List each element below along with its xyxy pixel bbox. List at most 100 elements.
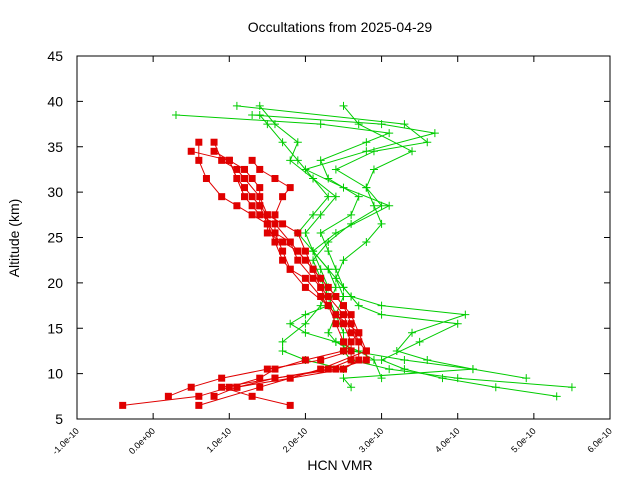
data-point	[324, 283, 332, 291]
data-point	[195, 156, 203, 164]
data-point	[263, 220, 271, 228]
data-point	[278, 346, 287, 355]
data-point	[309, 274, 317, 282]
data-point	[522, 374, 531, 383]
chart-title: Occultations from 2025-04-29	[248, 19, 433, 35]
data-point	[256, 202, 264, 210]
data-point	[400, 356, 409, 365]
data-point	[241, 175, 249, 183]
data-point	[340, 320, 347, 328]
data-point	[362, 347, 370, 355]
data-point	[377, 374, 386, 383]
data-point	[377, 356, 386, 365]
y-axis: 5 10 15 20 25 30 35 40 45	[47, 48, 610, 427]
data-point	[233, 202, 241, 210]
data-point	[332, 365, 340, 373]
data-point	[347, 329, 355, 337]
data-point	[377, 120, 386, 129]
data-point	[294, 256, 302, 264]
data-point	[362, 138, 371, 147]
data-point	[210, 392, 218, 400]
data-point	[187, 383, 195, 391]
data-point	[340, 347, 347, 355]
data-point	[202, 175, 210, 183]
series-line	[175, 114, 527, 379]
data-point	[324, 292, 332, 300]
data-point	[339, 101, 348, 110]
plot-frame	[76, 55, 611, 420]
data-point	[347, 338, 355, 346]
data-point	[309, 247, 318, 256]
data-point	[301, 228, 310, 237]
data-point	[316, 120, 325, 129]
y-tick-label: 30	[47, 184, 63, 200]
series-plus	[232, 101, 576, 392]
data-point	[187, 147, 195, 155]
data-point	[248, 392, 256, 400]
data-point	[286, 156, 295, 165]
data-point	[309, 174, 318, 183]
x-axis-label: HCN VMR	[307, 457, 372, 473]
data-point	[286, 319, 295, 328]
data-point	[270, 120, 279, 129]
data-point	[423, 138, 432, 147]
data-point	[232, 101, 241, 110]
data-point	[248, 175, 256, 183]
series-square	[195, 156, 370, 409]
data-point	[256, 374, 264, 382]
y-axis-label: Altitude (km)	[6, 199, 22, 278]
data-point	[241, 184, 249, 192]
data-point	[301, 356, 309, 364]
data-point	[279, 193, 287, 201]
data-point	[339, 374, 348, 383]
data-point	[278, 337, 287, 346]
data-point	[293, 138, 302, 147]
data-point	[279, 256, 287, 264]
data-point	[271, 211, 279, 219]
data-point	[408, 328, 417, 337]
plot-data	[119, 101, 576, 409]
data-point	[468, 365, 477, 374]
data-point	[362, 147, 371, 156]
data-point	[294, 247, 302, 255]
data-point	[317, 365, 325, 373]
data-point	[248, 156, 256, 164]
data-point	[332, 311, 340, 319]
data-point	[263, 229, 271, 237]
data-point	[119, 401, 127, 409]
data-point	[340, 338, 347, 346]
data-point	[225, 156, 233, 164]
data-point	[317, 283, 325, 291]
y-tick-label: 15	[47, 320, 63, 336]
data-point	[195, 138, 203, 146]
x-tick-label: 6.0e-10	[585, 426, 614, 455]
data-point	[385, 129, 394, 138]
data-point	[408, 147, 417, 156]
data-point	[362, 356, 370, 364]
data-point	[210, 138, 218, 146]
data-point	[293, 156, 302, 165]
data-point	[339, 328, 348, 337]
data-point	[385, 201, 394, 210]
data-point	[354, 192, 363, 201]
data-point	[392, 346, 401, 355]
data-point	[355, 329, 363, 337]
data-point	[423, 356, 432, 365]
data-point	[567, 383, 576, 392]
x-tick-label: 5.0e-10	[509, 426, 538, 455]
data-point	[347, 210, 356, 219]
data-point	[430, 129, 439, 138]
data-point	[271, 365, 279, 373]
y-tick-label: 35	[47, 139, 63, 155]
data-point	[377, 219, 386, 228]
data-point	[233, 165, 241, 173]
data-point	[286, 184, 294, 192]
data-point	[210, 147, 218, 155]
data-point	[271, 229, 279, 237]
data-point	[241, 165, 249, 173]
data-point	[271, 374, 279, 382]
data-point	[271, 175, 279, 183]
data-point	[415, 337, 424, 346]
data-point	[377, 301, 386, 310]
data-point	[317, 356, 325, 364]
